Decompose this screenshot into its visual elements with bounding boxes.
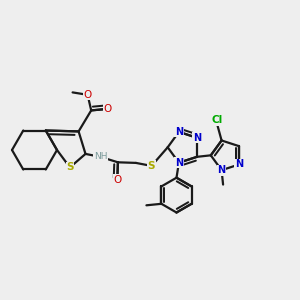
Text: O: O	[83, 90, 92, 100]
Text: Cl: Cl	[212, 116, 223, 125]
Text: N: N	[175, 158, 183, 168]
Text: N: N	[218, 165, 226, 175]
Text: S: S	[66, 162, 74, 172]
Text: S: S	[148, 161, 155, 171]
Text: O: O	[113, 175, 122, 185]
Text: NH: NH	[94, 152, 107, 161]
Text: N: N	[235, 160, 243, 170]
Text: N: N	[175, 127, 183, 137]
Text: O: O	[103, 104, 112, 114]
Text: N: N	[193, 133, 201, 143]
